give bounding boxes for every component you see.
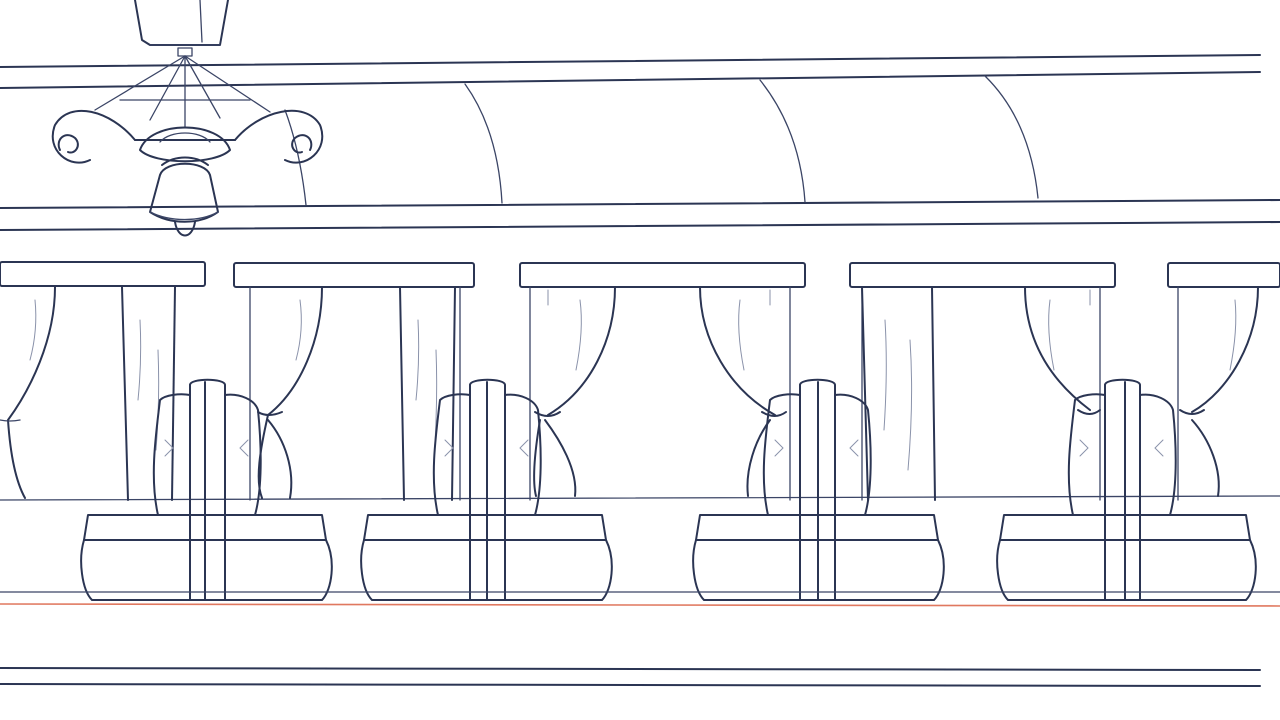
- booth-3: [692, 378, 945, 601]
- window-frames: [0, 286, 1280, 501]
- curtains: [0, 286, 1259, 499]
- booth-2: [360, 378, 613, 601]
- ceiling-beams: [0, 54, 1280, 231]
- window-lintels: [0, 261, 1280, 288]
- wall-columns: [121, 286, 936, 501]
- hanging-lamp: [51, 0, 324, 237]
- floor-lines: [0, 591, 1280, 687]
- guide-line: [0, 603, 1280, 607]
- booth-4: [996, 378, 1257, 601]
- ceiling-arches: [284, 75, 1039, 206]
- booth-1: [80, 378, 333, 601]
